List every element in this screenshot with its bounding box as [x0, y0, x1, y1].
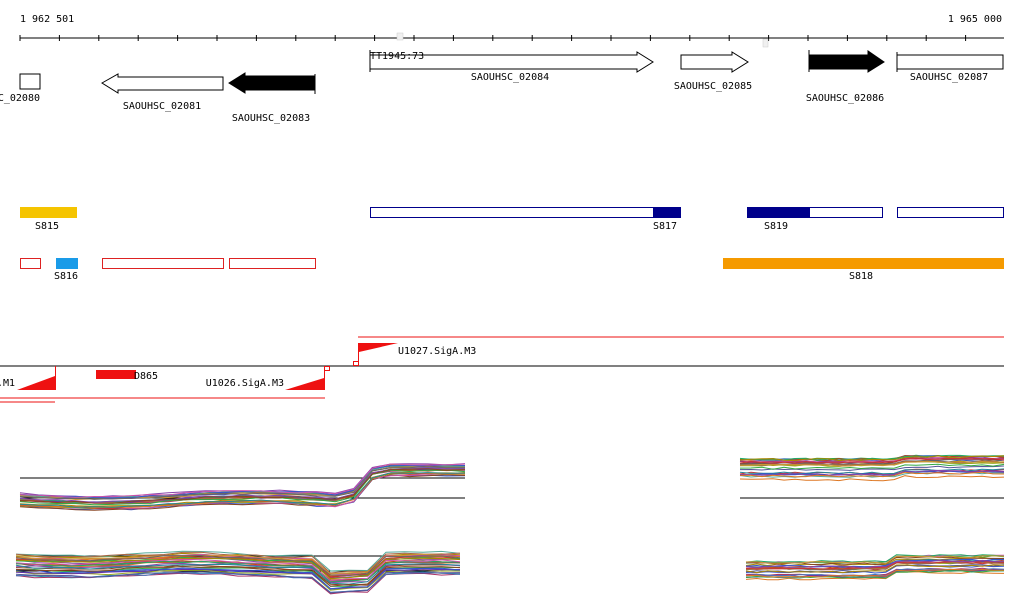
ruler-start-label: 1 962 501	[20, 14, 74, 25]
gene-arrow[interactable]: SAOUHSC_02087	[896, 52, 1004, 83]
gene-label: SAOUHSC_02081	[123, 101, 201, 112]
gene-arrow[interactable]: SAOUHSC_02083	[228, 72, 316, 124]
gene-arrow[interactable]: SAOUHSC_02084	[369, 50, 654, 83]
upshift-label: U1026.SigA.M3	[206, 378, 284, 389]
segment-label: S816	[54, 271, 78, 282]
segment-outline[interactable]	[20, 258, 41, 269]
segment-s818[interactable]	[723, 258, 1004, 269]
expression-profile-line	[739, 454, 1005, 461]
gene-label: AOUHSC_02080	[0, 93, 40, 104]
gene-label: SAOUHSC_02084	[471, 72, 549, 83]
expression-profile-panel-bottom-right[interactable]	[745, 554, 1005, 581]
expression-profile-line	[15, 554, 461, 576]
gene-label: SAOUHSC_02085	[674, 81, 752, 92]
gene-arrow[interactable]: SAOUHSC_02086	[806, 50, 885, 104]
expression-profile-line	[15, 557, 461, 580]
segment-outline[interactable]	[370, 207, 681, 218]
terminator-label[interactable]: TT1945:73	[370, 51, 424, 62]
expression-profile-line	[15, 568, 461, 590]
segment-label: S817	[653, 221, 677, 232]
expression-profile-line	[15, 571, 461, 594]
expression-profile-line	[745, 564, 1005, 574]
expression-profile-line	[16, 560, 461, 583]
segment-label: S818	[849, 271, 873, 282]
upshift-label: .M1	[0, 378, 15, 389]
expression-profile-line	[15, 566, 461, 587]
ruler-end-label: 1 965 000	[948, 14, 1002, 25]
expression-profile-line	[15, 560, 461, 581]
expression-profile-line	[19, 469, 466, 506]
expression-profile-line	[740, 471, 1005, 478]
segment-outline[interactable]	[229, 258, 316, 269]
segment-s817[interactable]	[653, 207, 681, 218]
expression-profile-line	[739, 463, 1005, 470]
expression-profile-line	[15, 563, 461, 585]
expression-profile-line	[746, 555, 1005, 564]
segment-s815[interactable]	[20, 207, 77, 218]
gene-arrow[interactable]: SAOUHSC_02085	[674, 51, 752, 92]
expression-profile-line	[15, 558, 461, 582]
expression-profile-line	[745, 554, 1005, 563]
expression-profile-line	[739, 460, 1005, 467]
upshift-u1027[interactable]: U1027.SigA.M3	[353, 343, 477, 366]
expression-profile-line	[19, 472, 466, 508]
upshift-m1[interactable]: .M1	[0, 366, 56, 390]
expression-profile-panel-bottom-left[interactable]	[15, 550, 461, 595]
expression-profile-panel-top-right[interactable]	[739, 454, 1005, 499]
expression-profile-line	[19, 465, 466, 500]
segment-s819[interactable]	[747, 207, 810, 218]
ruler-ticks	[19, 35, 967, 41]
expression-profile-line	[739, 465, 1005, 471]
feature-label: D865	[134, 371, 158, 382]
gene-arrow[interactable]: SAOUHSC_02081	[101, 73, 224, 112]
expression-profile-line	[19, 464, 466, 499]
segment-s816[interactable]	[56, 258, 78, 269]
expression-profile-line	[19, 474, 466, 511]
expression-profile-line	[745, 559, 1005, 569]
segment-label: S819	[764, 221, 788, 232]
expression-profile-line	[15, 569, 461, 591]
expression-profile-line	[739, 475, 1005, 482]
segment-outline[interactable]	[102, 258, 224, 269]
expression-profile-line	[745, 568, 1005, 578]
expression-profile-line	[15, 571, 461, 594]
expression-profile-line	[745, 561, 1005, 570]
gene-label: SAOUHSC_02086	[806, 93, 884, 104]
coordinate-ruler: 1 962 501 1 965 000	[19, 14, 1004, 48]
gene-label: SAOUHSC_02083	[232, 113, 310, 124]
feature-d865[interactable]: D865	[96, 370, 158, 382]
upshift-track: U1027.SigA.M3 U1026.SigA.M3 .M1 D865	[0, 336, 1004, 403]
expression-profile-line	[739, 468, 1005, 475]
expression-profile-line	[19, 468, 466, 504]
segment-outline[interactable]	[897, 207, 1004, 218]
ruler-marker[interactable]	[396, 32, 404, 41]
segment-track: S815 S817 S819 S816 S818	[20, 207, 1004, 282]
expression-profile-line	[739, 457, 1005, 464]
gene-track: AOUHSC_02080 SAOUHSC_02081 SAOUHSC_02083…	[0, 50, 1004, 124]
gene-arrow[interactable]: AOUHSC_02080	[0, 73, 41, 104]
gene-label: SAOUHSC_02087	[910, 72, 988, 83]
expression-profile-line	[15, 571, 461, 593]
expression-profile-panel-top-left[interactable]	[19, 463, 466, 511]
expression-profile-line	[745, 567, 1005, 577]
segment-label: S815	[35, 221, 59, 232]
ruler-marker[interactable]	[762, 38, 769, 48]
expression-profile-line	[739, 455, 1005, 462]
expression-profile-line	[739, 469, 1005, 476]
expression-profile-line	[745, 571, 1005, 581]
upshift-label: U1027.SigA.M3	[398, 346, 476, 357]
upshift-u1026[interactable]: U1026.SigA.M3	[206, 366, 330, 390]
expression-profile-line	[19, 463, 466, 498]
